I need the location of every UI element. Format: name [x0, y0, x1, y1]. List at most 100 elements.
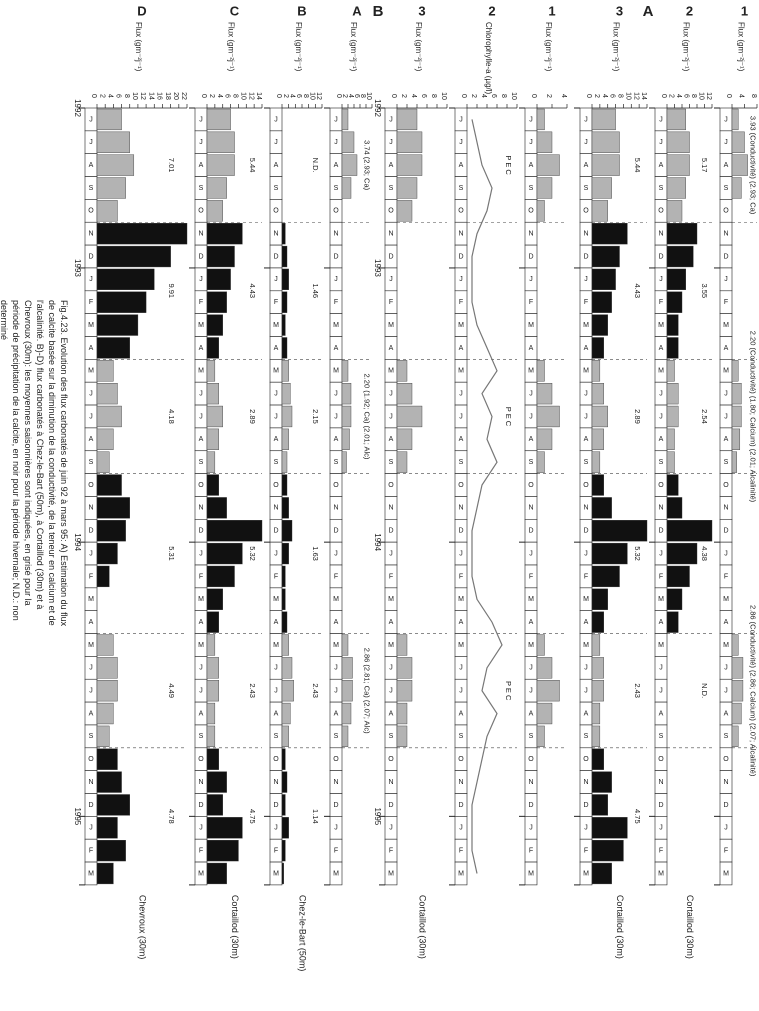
bar [666, 177, 686, 199]
month-label: M [88, 368, 94, 375]
bar [96, 200, 118, 222]
month-label: A [199, 710, 204, 717]
month-label: A [724, 710, 729, 717]
bar [96, 794, 130, 816]
season-annotation: 1.14 [311, 809, 320, 824]
bar [281, 794, 286, 816]
month-label: D [583, 802, 588, 809]
month-label: S [459, 733, 464, 740]
month-label: S [334, 185, 339, 192]
bar [536, 657, 553, 679]
x-tick-label: 8 [500, 94, 507, 98]
month-label: S [389, 459, 394, 466]
month-label: J [199, 550, 203, 557]
month-label: J [459, 139, 463, 146]
bar [206, 794, 223, 816]
month-label: D [458, 802, 463, 809]
bar [96, 314, 139, 336]
month-label: O [723, 482, 729, 489]
month-label: J [459, 413, 463, 420]
month-label: A [584, 162, 589, 169]
bar [96, 245, 171, 268]
month-label: D [388, 802, 393, 809]
month-label: J [659, 390, 663, 397]
bar [281, 245, 288, 268]
month-label: M [723, 642, 729, 649]
bar [96, 634, 114, 656]
month-label: D [88, 528, 93, 535]
month-label: D [458, 253, 463, 260]
season-annotation: 5.32 [633, 546, 642, 561]
month-label: O [88, 756, 94, 763]
month-label: N [333, 779, 338, 786]
month-label: D [273, 253, 278, 260]
bar [591, 565, 620, 588]
bar [591, 268, 616, 291]
bar [396, 657, 413, 679]
month-label: M [723, 870, 729, 877]
month-label: J [659, 413, 663, 420]
season-annotation: N.D. [700, 683, 709, 698]
bar [591, 383, 604, 405]
month-label: S [334, 733, 339, 740]
year-label: 1994 [73, 533, 82, 551]
month-label: O [658, 208, 664, 215]
bar [206, 817, 243, 839]
season-annotation: 2.43 [633, 683, 642, 698]
month-label: J [89, 139, 93, 146]
bar [281, 542, 289, 565]
bar [281, 268, 289, 291]
x-tick-label: 6 [420, 94, 427, 98]
bar [396, 131, 423, 153]
month-label: J [389, 413, 393, 420]
bar [341, 451, 347, 473]
bar [666, 131, 690, 153]
month-label: M [658, 368, 664, 375]
month-label: J [724, 116, 728, 123]
month-label: M [388, 870, 394, 877]
month-label: N [388, 779, 393, 786]
bar [666, 611, 679, 633]
month-label: J [389, 139, 393, 146]
bar [206, 542, 243, 565]
bar [591, 497, 612, 519]
month-label: J [274, 116, 278, 123]
month-label: F [89, 847, 93, 854]
month-label: J [459, 550, 463, 557]
bar [591, 291, 612, 313]
month-label: J [459, 688, 463, 695]
month-label: O [198, 208, 204, 215]
month-label: S [459, 459, 464, 466]
month-label: M [333, 322, 339, 329]
bar [731, 657, 744, 679]
x-tick-label: 6 [224, 94, 231, 98]
month-label: J [659, 825, 663, 832]
month-label: O [273, 482, 279, 489]
axis-label: Flux (gm⁻²j⁻¹) [681, 22, 690, 72]
month-label: J [584, 276, 588, 283]
month-label: J [199, 116, 203, 123]
bar [591, 657, 604, 679]
bar [666, 268, 686, 291]
month-label: D [388, 253, 393, 260]
bar [591, 862, 612, 885]
month-label: O [528, 482, 534, 489]
month-label: F [389, 847, 393, 854]
x-tick-label: 0 [725, 94, 732, 98]
bar [206, 291, 227, 313]
bar [536, 428, 553, 450]
bar [666, 520, 713, 542]
bar [666, 200, 683, 222]
x-tick-label: 6 [295, 94, 302, 98]
month-label: J [529, 390, 533, 397]
bar [341, 657, 353, 679]
x-tick-label: 4 [347, 94, 354, 98]
month-label: A [389, 162, 394, 169]
figure-caption: Fig.4.23. Evolution des flux carbonatés … [0, 300, 69, 627]
month-label: D [88, 802, 93, 809]
bar [666, 588, 683, 610]
x-tick-label: 2 [341, 94, 348, 98]
month-label: S [389, 185, 394, 192]
month-label: M [333, 368, 339, 375]
